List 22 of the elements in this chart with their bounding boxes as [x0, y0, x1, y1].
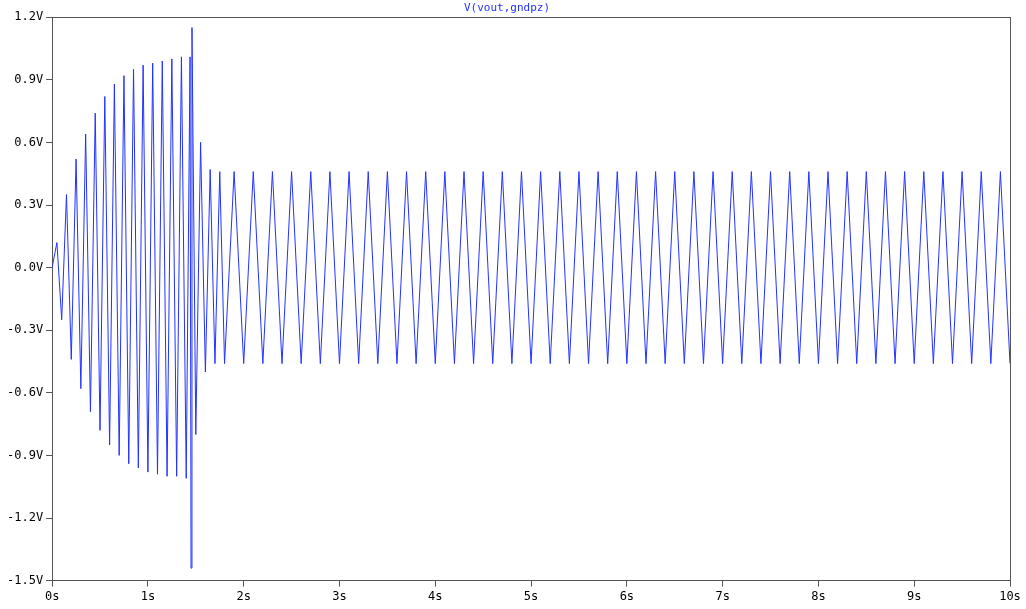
x-tick-label: 5s — [523, 588, 539, 603]
x-tick-label: 4s — [428, 588, 443, 603]
x-tick-label: 6s — [619, 588, 635, 603]
x-tick-label: 0s — [44, 588, 60, 603]
y-tick-label: -1.2V — [7, 510, 44, 525]
y-tick-label: -1.5V — [7, 572, 44, 587]
y-tick-label: 0.9V — [14, 71, 44, 86]
x-tick-label: 10s — [999, 588, 1021, 603]
y-tick-label: 0.3V — [14, 197, 44, 212]
y-tick-label: -0.9V — [7, 447, 44, 462]
y-tick-label: 1.2V — [14, 9, 44, 24]
x-tick-label: 2s — [236, 588, 251, 603]
y-tick-label: -0.6V — [7, 384, 44, 399]
x-tick-label: 3s — [332, 588, 347, 603]
x-tick-label: 8s — [811, 588, 826, 603]
y-tick-label: 0.6V — [14, 134, 44, 149]
y-tick-label: -0.3V — [7, 322, 44, 337]
y-tick-label: 0.0V — [14, 259, 44, 274]
x-tick-label: 1s — [140, 588, 156, 603]
chart-title: V(vout,gndpz) — [463, 1, 551, 15]
x-tick-label: 9s — [906, 588, 922, 603]
x-tick-label: 7s — [715, 588, 730, 603]
